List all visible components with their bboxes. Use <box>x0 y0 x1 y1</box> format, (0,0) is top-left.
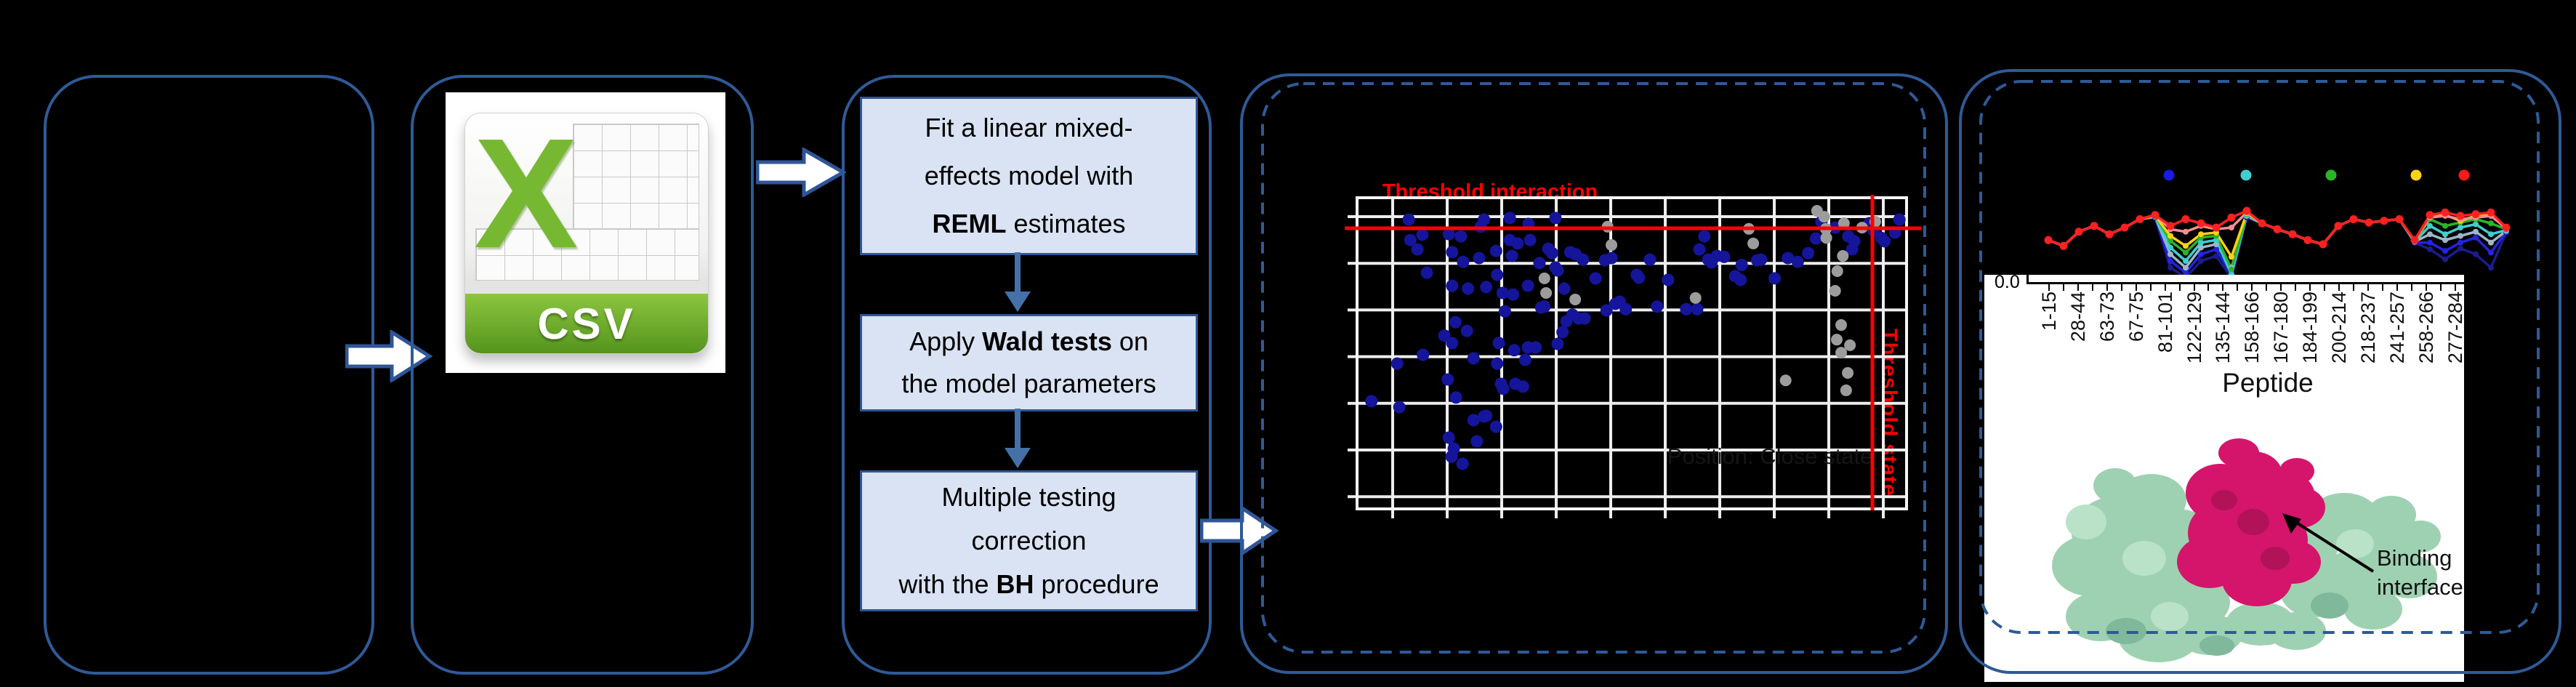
workflow-step-wald: Apply Wald tests on the model parameters <box>860 314 1198 411</box>
scatter-plot: Position: Close state <box>1345 195 1921 518</box>
csv-image-background: X CSV <box>446 92 725 373</box>
peptide-label: 277-284 <box>2444 292 2464 364</box>
x-axis-tick <box>2338 284 2340 291</box>
peptide-label: 1-15 <box>2038 292 2060 332</box>
x-axis-tick <box>2164 284 2166 291</box>
down-arrow-icon <box>1005 252 1031 312</box>
x-axis-tick <box>2222 284 2224 291</box>
peptide-label: 158-166 <box>2241 292 2263 364</box>
panel-csv <box>411 75 754 675</box>
x-axis-tick <box>2106 284 2108 291</box>
x-axis-tick <box>2193 284 2195 291</box>
peptide-label: 167-180 <box>2270 292 2293 364</box>
x-axis-tick <box>2251 284 2253 291</box>
csv-banner-label: CSV <box>537 299 636 348</box>
workflow-step-bh: Multiple testing correction with the BH pr… <box>860 470 1198 611</box>
x-axis-tick <box>2062 284 2064 291</box>
x-axis-tick <box>2091 284 2093 291</box>
x-axis-tick <box>2396 284 2398 291</box>
y-tick-label: 0.0 <box>1995 275 2020 292</box>
x-axis-tick <box>2352 284 2354 291</box>
workflow-step-reml: Fit a linear mixed-effects model with REM… <box>860 97 1198 255</box>
peptide-label: 218-237 <box>2356 292 2379 364</box>
csv-banner: CSV <box>465 294 708 353</box>
peptide-plot-image: 0.0 1-15 28-44 63-73 67-75 81-101 122-129 135-… <box>1984 275 2464 682</box>
x-axis-tick <box>2439 284 2442 291</box>
peptide-label: 200-214 <box>2328 292 2350 364</box>
peptide-label: 63-73 <box>2096 292 2118 342</box>
uptake-line-chart <box>2044 169 2511 281</box>
x-axis-tick <box>2454 284 2456 291</box>
peptide-label: 28-44 <box>2066 292 2089 342</box>
block-arrow-icon <box>1200 506 1279 555</box>
x-axis-tick <box>2135 284 2137 291</box>
block-arrow-icon <box>756 148 846 197</box>
peptide-label: 135-144 <box>2212 292 2234 364</box>
x-axis-tick <box>2149 284 2152 291</box>
peptide-label: 184-199 <box>2299 292 2322 364</box>
x-axis-tick <box>2120 284 2122 291</box>
x-axis-tick <box>2280 284 2282 291</box>
panel-workflow <box>842 75 1212 675</box>
x-axis-tick <box>2309 284 2311 291</box>
binding-interface-label: Binding interface <box>2377 545 2463 600</box>
x-axis-tick <box>2367 284 2369 291</box>
down-arrow-icon <box>1005 409 1031 468</box>
csv-file-icon: X CSV <box>464 113 709 354</box>
svg-text:Position: Close state: Position: Close state <box>1667 443 1873 469</box>
panel-input <box>44 75 374 675</box>
x-axis-tick <box>2295 284 2297 291</box>
peptide-label: 258-266 <box>2415 292 2437 364</box>
x-axis-tick <box>2266 284 2268 291</box>
x-axis-tick <box>2178 284 2181 291</box>
peptide-label: 81-101 <box>2154 292 2176 353</box>
x-axis-tick <box>2425 284 2427 291</box>
excel-x-icon: X <box>474 113 579 281</box>
x-axis-tick <box>2410 284 2412 291</box>
peptide-label: 67-75 <box>2125 292 2147 342</box>
x-axis-tick <box>2207 284 2210 291</box>
x-axis-tick <box>2048 284 2050 291</box>
spreadsheet-grid-lower <box>475 228 699 281</box>
x-axis-tick <box>2237 284 2239 291</box>
x-axis-tick <box>2381 284 2383 291</box>
peptide-label: 122-129 <box>2183 292 2205 364</box>
x-axis-tick <box>2324 284 2326 291</box>
peptide-label: 241-257 <box>2386 292 2408 364</box>
x-axis-title: Peptide <box>2222 368 2314 398</box>
x-axis-tick <box>2077 284 2079 291</box>
